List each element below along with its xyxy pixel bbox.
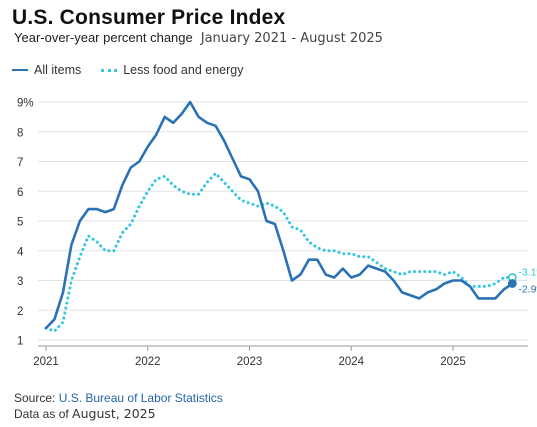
legend-swatch-dotted [101,68,118,72]
y-tick-label: 5 [17,217,23,229]
grid [38,101,528,341]
x-tick-label: 2023 [237,356,263,368]
date-range: January 2021 - August 2025 [200,31,383,46]
source-label: Source: [14,391,56,405]
end-point-all-items [507,279,517,288]
subtitle-text: Year-over-year percent change [14,30,193,45]
y-axis-ticks: 9% 8 7 6 5 4 3 2 1 [17,98,34,348]
y-tick-label: 2 [17,306,23,318]
x-axis-ticks: 2021 2022 2023 2024 2025 [33,345,528,368]
y-tick-label: 6 [17,187,23,199]
legend-item-core: Less food and energy [101,63,243,77]
x-tick-label: 2024 [338,356,364,368]
chart-subtitle: Year-over-year percent change January 202… [14,30,383,46]
legend-label-all-items: All items [34,63,82,77]
legend: All items Less food and energy [12,63,263,77]
source-line: Source: U.S. Bureau of Labor Statistics [14,391,223,405]
y-tick-label: 7 [17,157,23,169]
y-tick-label: 3 [17,276,23,288]
x-tick-label: 2025 [440,356,466,368]
series-line-all-items [44,100,514,330]
series [44,100,517,333]
source-link[interactable]: U.S. Bureau of Labor Statistics [58,391,223,405]
legend-swatch-solid [12,69,28,71]
series-line-core [44,171,514,333]
asof-date: August, 2025 [72,406,156,421]
data-as-of: Data as of August, 2025 [14,406,156,421]
y-tick-label: 9% [17,98,34,110]
asof-label: Data as of [14,407,69,421]
x-tick-label: 2021 [33,356,59,368]
end-label-all-items: -2.9% [518,283,537,295]
legend-item-all-items: All items [12,63,81,77]
y-tick-label: 1 [17,336,23,348]
end-labels: -3.1% -2.9% [518,267,537,296]
end-label-core: -3.1% [518,267,537,279]
x-tick-label: 2022 [135,356,161,368]
legend-label-core: Less food and energy [123,63,244,77]
y-tick-label: 4 [17,246,24,258]
y-tick-label: 8 [17,127,23,139]
chart-title: U.S. Consumer Price Index [12,6,286,29]
